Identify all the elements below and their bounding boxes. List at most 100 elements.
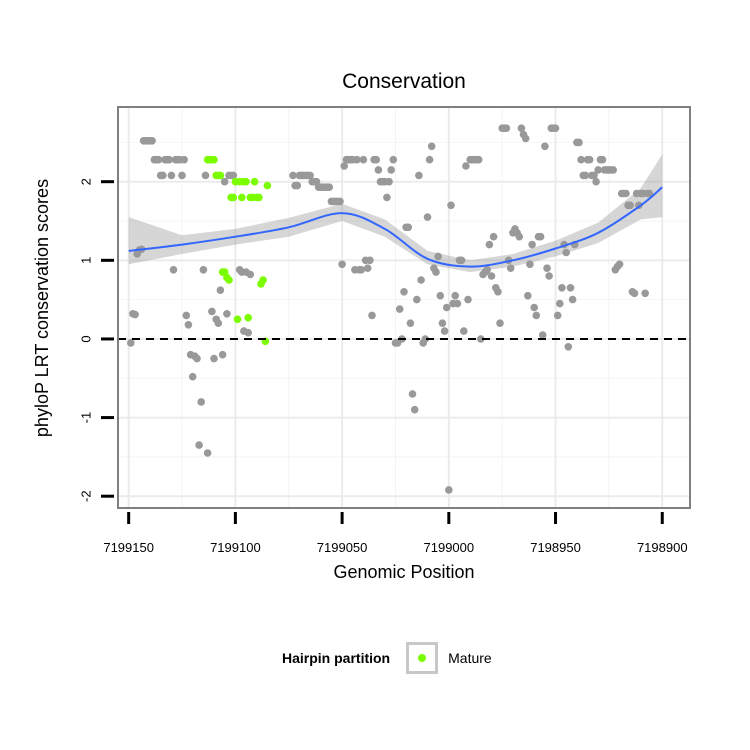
data-point (406, 319, 415, 328)
trend-line (128, 186, 663, 268)
data-point (562, 248, 570, 257)
data-point (556, 299, 564, 308)
data-point (363, 264, 372, 273)
data-point (178, 171, 186, 180)
data-point (451, 291, 460, 300)
legend-key (406, 642, 439, 674)
data-point (421, 335, 430, 343)
data-point (506, 264, 515, 273)
data-point (592, 177, 600, 186)
mature-data-point (255, 193, 263, 202)
data-point (325, 183, 334, 191)
data-point (395, 305, 404, 313)
data-point (368, 311, 376, 320)
data-point (165, 155, 173, 164)
data-point (169, 266, 178, 274)
mature-data-point (244, 313, 252, 322)
y-tick-label: -1 (78, 412, 93, 424)
data-point (246, 270, 255, 279)
data-point (203, 449, 212, 457)
data-point (581, 171, 590, 180)
data-point (218, 350, 227, 359)
data-point (541, 142, 549, 151)
data-point (404, 223, 413, 232)
data-point (220, 177, 229, 186)
data-point (590, 171, 598, 180)
data-point (208, 307, 216, 316)
mature-data-point (229, 193, 238, 202)
y-tick-label: -2 (79, 490, 94, 502)
data-point (453, 299, 462, 308)
data-point (197, 398, 205, 406)
y-axis-label: phyloP LRT conservation scores (32, 178, 52, 438)
mature-data-point (216, 171, 225, 180)
data-point (515, 232, 524, 241)
data-point (564, 343, 573, 351)
mature-data-point (259, 276, 267, 284)
data-point (536, 232, 545, 241)
data-point (462, 162, 470, 170)
data-point (229, 171, 238, 180)
data-point (383, 193, 391, 202)
data-point (195, 441, 203, 449)
data-point (357, 266, 366, 274)
data-point (440, 327, 449, 335)
data-point (575, 138, 583, 147)
data-point (477, 335, 485, 343)
data-point (615, 260, 624, 269)
data-point (630, 289, 639, 298)
data-point (423, 213, 432, 221)
data-point (289, 171, 297, 180)
legend-title: Hairpin partition (282, 650, 391, 666)
data-point (445, 486, 453, 494)
data-point (199, 266, 208, 274)
data-point (336, 197, 344, 206)
data-point (568, 295, 577, 304)
data-point (159, 171, 167, 180)
data-point (526, 260, 534, 269)
y-tick-label: 0 (78, 335, 93, 342)
mature-data-point (242, 177, 250, 186)
data-point (427, 142, 436, 151)
data-point (340, 162, 349, 170)
legend-label-mature: Mature (448, 650, 492, 666)
data-point (543, 264, 551, 273)
mature-data-point (225, 276, 233, 284)
data-point (293, 181, 302, 190)
data-point (167, 171, 176, 180)
data-point (188, 372, 197, 381)
x-tick-label: 7199050 (317, 540, 368, 555)
data-point (210, 354, 218, 363)
data-point (216, 286, 225, 295)
data-point (474, 155, 483, 164)
data-point (532, 311, 541, 320)
mature-data-point (238, 193, 246, 202)
data-point (553, 311, 562, 320)
data-point (359, 155, 368, 164)
mature-data-point (233, 315, 242, 324)
x-tick-label: 7199000 (424, 540, 475, 555)
data-point (594, 166, 602, 174)
data-point (372, 155, 381, 164)
data-point (184, 321, 193, 329)
data-point (442, 303, 451, 312)
mature-data-point (263, 181, 272, 190)
data-point (223, 310, 231, 318)
data-point (598, 155, 607, 164)
data-point (244, 328, 252, 337)
data-point (460, 327, 468, 335)
y-tick-label: 2 (78, 178, 93, 185)
plot-border (117, 106, 691, 509)
series-other-points (127, 124, 654, 494)
data-point (485, 240, 494, 249)
chart-title: Conservation (342, 70, 466, 93)
data-point (489, 232, 498, 241)
data-point (148, 137, 156, 145)
data-point (374, 166, 383, 174)
axes: 7199150 7199100 7199050 7199000 7198950 71989… (78, 178, 687, 555)
data-point (464, 295, 472, 304)
data-point (528, 240, 536, 249)
data-point (410, 405, 419, 414)
data-point (566, 284, 575, 292)
